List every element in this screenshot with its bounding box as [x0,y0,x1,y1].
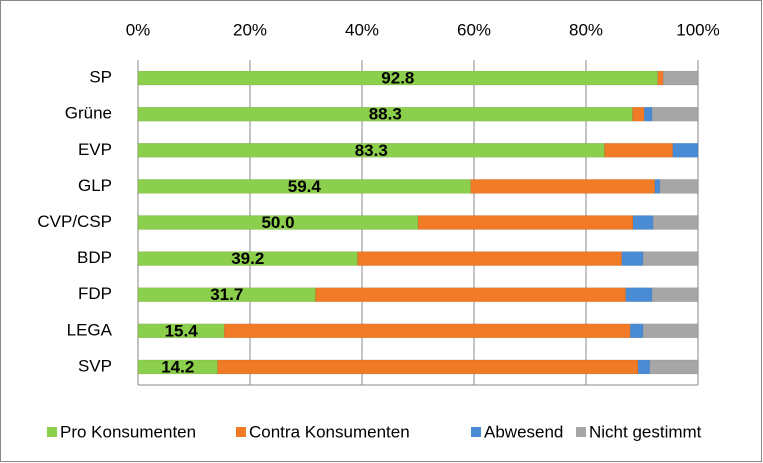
legend-label: Nicht gestimmt [589,422,702,441]
bar-segment [642,323,699,339]
bar-segment [470,179,656,194]
y-tick-label: BDP [77,248,112,267]
bar-segment [417,215,634,230]
legend-swatch [471,427,481,437]
bar-segment [604,143,674,158]
y-tick-label: EVP [78,140,112,159]
bar-segment [632,215,654,230]
bar-segment [663,70,699,86]
data-label: 88.3 [369,105,402,124]
bar-segment [223,323,631,339]
data-label: 39.2 [231,249,264,268]
bar-segment [657,70,664,86]
bar-segment [672,143,699,158]
bar-segment [652,215,699,230]
legend-swatch [576,427,586,437]
bar-segment [651,106,699,122]
bar-segment [315,287,627,302]
x-tick-label: 40% [345,20,379,39]
x-tick-label: 100% [676,20,719,39]
bar-segment [643,106,653,122]
legend-label: Pro Konsumenten [60,422,196,441]
bar-segment [625,287,653,302]
legend-label: Abwesend [484,422,563,441]
bar-segment [659,179,699,194]
data-label: 50.0 [261,213,294,232]
x-tick-label: 60% [457,20,491,39]
bar-segment [217,359,639,375]
data-label: 31.7 [210,285,243,304]
bar-segment [632,106,645,122]
bar-segment [629,323,644,339]
bar-segment [637,359,651,375]
y-tick-label: FDP [78,284,112,303]
bar-segment [137,323,225,339]
bar-segment [651,287,699,302]
data-label: 92.8 [381,69,414,88]
x-tick-label: 20% [233,20,267,39]
data-label: 83.3 [355,141,388,160]
y-tick-label: SP [89,68,112,87]
data-label: 59.4 [288,177,322,196]
y-tick-label: LEGA [67,320,113,339]
bar-segment [137,359,218,375]
bar-segment [649,359,699,375]
y-tick-label: GLP [78,176,112,195]
data-label: 14.2 [161,357,194,376]
bar-segment [642,251,699,266]
legend-label: Contra Konsumenten [249,422,410,441]
bar-segment [654,179,661,194]
x-tick-label: 0% [126,20,151,39]
legend-swatch [236,427,246,437]
y-tick-label: Grüne [65,104,112,123]
legend-swatch [47,427,57,437]
data-label: 15.4 [165,321,199,340]
y-tick-label: CVP/CSP [37,212,112,231]
bar-segment [357,251,623,266]
bar-segment [621,251,644,266]
y-tick-label: SVP [78,356,112,375]
x-tick-label: 80% [569,20,603,39]
